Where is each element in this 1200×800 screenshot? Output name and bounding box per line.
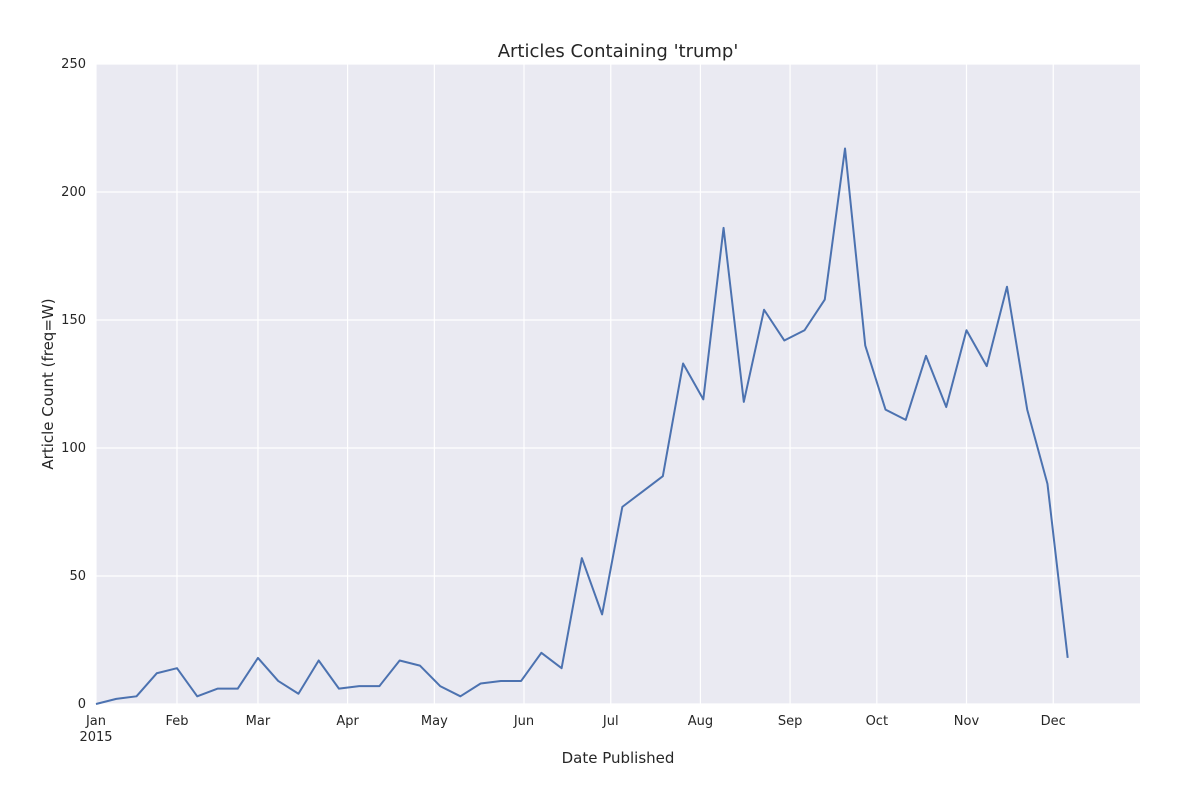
- y-tick-label: 250: [61, 57, 86, 72]
- series-line: [95, 147, 1069, 705]
- horizontal-gridlines: [96, 63, 1140, 705]
- x-tick-label: Jan: [85, 714, 106, 729]
- x-tick-label: Nov: [954, 714, 980, 729]
- x-tick-label: Oct: [866, 714, 888, 729]
- plot-area: [96, 64, 1140, 704]
- x-tick-label: Jun: [513, 714, 534, 729]
- chart-title: Articles Containing 'trump': [498, 41, 739, 62]
- x-tick-label: Aug: [688, 714, 713, 729]
- y-tick-label: 200: [61, 185, 86, 200]
- x-tick-label: Dec: [1041, 714, 1066, 729]
- series-layer: [95, 147, 1069, 705]
- vertical-gridlines: [95, 64, 1054, 704]
- y-axis-ticks: 0 50 100 150 200 250: [61, 57, 86, 712]
- x-tick-label: Sep: [778, 714, 803, 729]
- x-tick-label: Apr: [336, 714, 359, 729]
- y-tick-label: 150: [61, 313, 86, 328]
- y-tick-label: 0: [78, 697, 86, 712]
- x-axis-title: Date Published: [562, 749, 675, 767]
- x-tick-label: Mar: [246, 714, 271, 729]
- x-tick-label: Jul: [602, 714, 619, 729]
- y-tick-label: 100: [61, 441, 86, 456]
- y-axis-title: Article Count (freq=W): [39, 298, 57, 469]
- x-tick-label: Feb: [165, 714, 188, 729]
- y-tick-label: 50: [69, 569, 86, 584]
- x-tick-sublabel: 2015: [79, 730, 112, 745]
- x-tick-label: May: [421, 714, 448, 729]
